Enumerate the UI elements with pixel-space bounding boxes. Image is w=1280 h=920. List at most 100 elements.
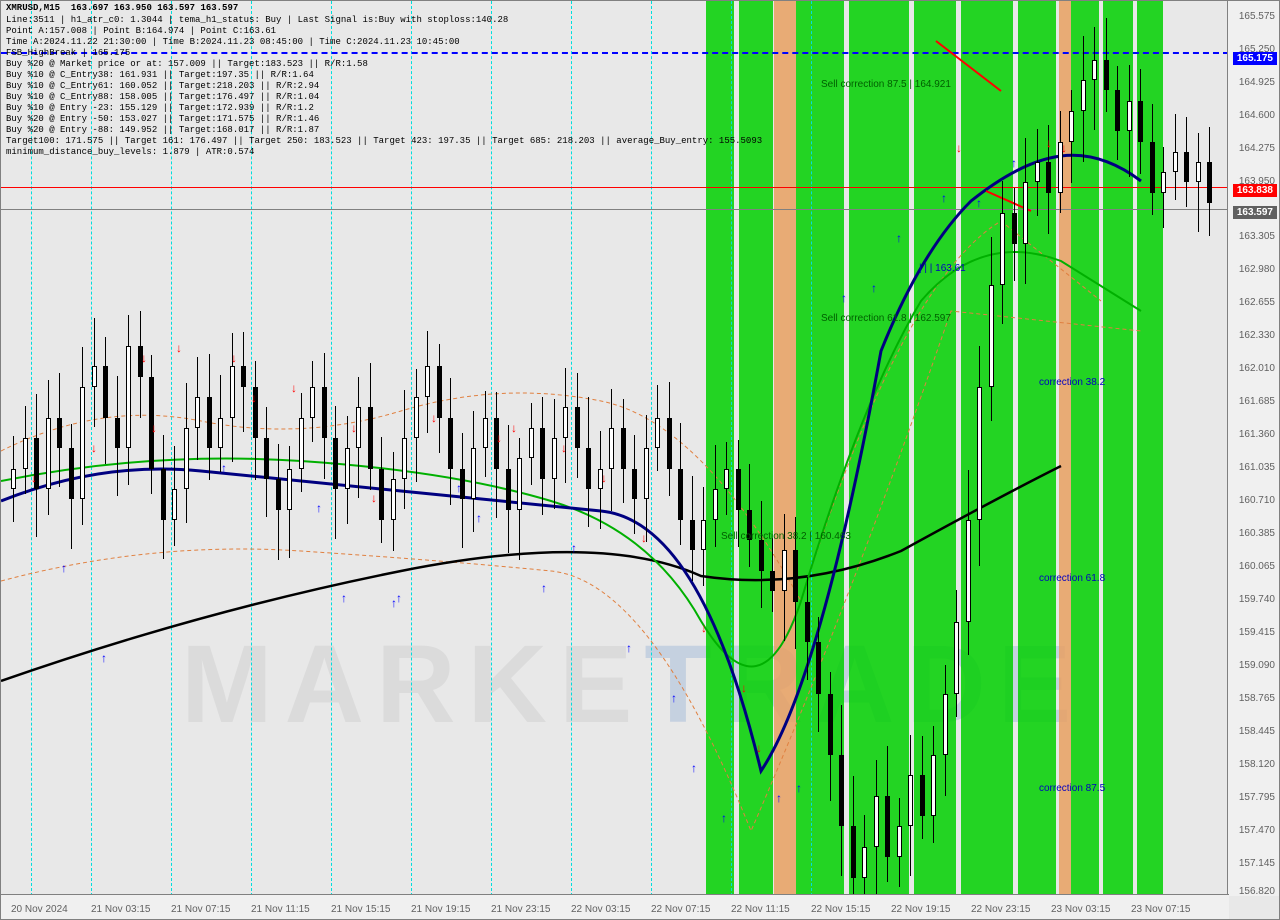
down-arrow-icon: ↓ <box>496 431 502 445</box>
info-line: Buy %10 @ C_Entry61: 160.052 || Target:2… <box>6 81 319 91</box>
red-level-line <box>1 187 1229 188</box>
up-arrow-icon: ↑ <box>316 501 322 515</box>
down-arrow-icon: ↓ <box>251 391 257 405</box>
down-arrow-icon: ↓ <box>561 441 567 455</box>
price-tick: 157.795 <box>1239 792 1275 803</box>
gray-level-line <box>1 209 1229 210</box>
up-arrow-icon: ↑ <box>101 651 107 665</box>
down-arrow-icon: ↓ <box>231 351 237 365</box>
up-arrow-icon: ↑ <box>571 541 577 555</box>
blue-dashed-level <box>1 52 1229 54</box>
price-tick: 158.445 <box>1239 726 1275 737</box>
chart-area[interactable]: MARKETRADE ↓↑↓↑↓↓↓↑↓↓↓↑↑↓↓↑↑↓↑↑↓↓↑↓↑↓↑↓↑… <box>1 1 1229 896</box>
info-line: Buy %10 @ Entry -23: 155.129 || Target:1… <box>6 103 314 113</box>
time-tick: 22 Nov 03:15 <box>571 904 631 915</box>
time-tick: 22 Nov 07:15 <box>651 904 711 915</box>
time-tick: 20 Nov 2024 <box>11 904 68 915</box>
down-arrow-icon: ↓ <box>31 471 37 485</box>
time-tick: 21 Nov 11:15 <box>251 904 310 915</box>
info-line: minimum_distance_buy_levels: 1.879 | ATR… <box>6 147 254 157</box>
price-tick: 161.360 <box>1239 429 1275 440</box>
price-tick: 162.010 <box>1239 363 1275 374</box>
down-arrow-icon: ↓ <box>741 681 747 695</box>
up-arrow-icon: ↑ <box>941 191 947 205</box>
up-arrow-icon: ↑ <box>796 781 802 795</box>
price-tick: 159.740 <box>1239 594 1275 605</box>
chart-annotation: Sell correction 38.2 | 160.463 <box>721 531 851 542</box>
time-tick: 22 Nov 19:15 <box>891 904 951 915</box>
info-line: Line:3511 | h1_atr_c0: 1.3044 | tema_h1_… <box>6 15 508 25</box>
price-tick: 163.305 <box>1239 231 1275 242</box>
chart-container: MARKETRADE ↓↑↓↑↓↓↓↑↓↓↓↑↑↓↓↑↑↓↑↑↓↓↑↓↑↓↑↓↑… <box>0 0 1280 920</box>
up-arrow-icon: ↑ <box>221 461 227 475</box>
up-arrow-icon: ↑ <box>691 761 697 775</box>
price-tick: 160.065 <box>1239 561 1275 572</box>
down-arrow-icon: ↓ <box>91 441 97 455</box>
down-arrow-icon: ↓ <box>756 741 762 755</box>
price-tick: 164.600 <box>1239 110 1275 121</box>
price-tick: 162.980 <box>1239 264 1275 275</box>
time-tick: 21 Nov 07:15 <box>171 904 231 915</box>
down-arrow-icon: ↓ <box>151 421 157 435</box>
time-tick: 23 Nov 07:15 <box>1131 904 1191 915</box>
price-tick: 161.035 <box>1239 462 1275 473</box>
time-tick: 21 Nov 19:15 <box>411 904 471 915</box>
down-arrow-icon: ↓ <box>701 621 707 635</box>
time-tick: 21 Nov 15:15 <box>331 904 391 915</box>
up-arrow-icon: ↑ <box>396 591 402 605</box>
up-arrow-icon: ↑ <box>541 581 547 595</box>
price-tick: 157.470 <box>1239 825 1275 836</box>
price-tick: 158.120 <box>1239 759 1275 770</box>
info-line: FSB_HighBreak | 165.175 <box>6 48 130 58</box>
up-arrow-icon: ↑ <box>841 291 847 305</box>
up-arrow-icon: ↑ <box>871 281 877 295</box>
price-tick: 164.925 <box>1239 77 1275 88</box>
down-arrow-icon: ↓ <box>291 381 297 395</box>
time-tick: 21 Nov 03:15 <box>91 904 151 915</box>
up-arrow-icon: ↑ <box>456 481 462 495</box>
up-arrow-icon: ↑ <box>476 511 482 525</box>
down-arrow-icon: ↓ <box>141 351 147 365</box>
time-tick: 22 Nov 15:15 <box>811 904 871 915</box>
time-tick: 22 Nov 11:15 <box>731 904 790 915</box>
chart-annotation: Sell correction 61.8 | 162.597 <box>821 313 951 324</box>
up-arrow-icon: ↑ <box>721 811 727 825</box>
info-line: Buy %20 @ Market price or at: 157.009 ||… <box>6 59 368 69</box>
down-arrow-icon: ↓ <box>1061 141 1067 155</box>
up-arrow-icon: ↑ <box>626 641 632 655</box>
chart-annotation: | | | 163.61 <box>919 263 966 274</box>
up-arrow-icon: ↑ <box>776 791 782 805</box>
info-line: Time A:2024.11.22 21:30:00 | Time B:2024… <box>6 37 460 47</box>
price-tick: 160.710 <box>1239 495 1275 506</box>
info-line: Point A:157.008 | Point B:164.974 | Poin… <box>6 26 276 36</box>
up-arrow-icon: ↑ <box>1011 156 1017 170</box>
price-tick: 159.415 <box>1239 627 1275 638</box>
chart-annotation: Sell correction 87.5 | 164.921 <box>821 79 951 90</box>
chart-annotation: correction 38.2 <box>1039 377 1105 388</box>
up-arrow-icon: ↑ <box>896 231 902 245</box>
up-arrow-icon: ↑ <box>61 561 67 575</box>
price-axis: 165.575165.250164.925164.600164.275163.9… <box>1227 1 1279 896</box>
price-tick: 161.685 <box>1239 396 1275 407</box>
up-arrow-icon: ↑ <box>341 591 347 605</box>
price-tick: 157.145 <box>1239 858 1275 869</box>
down-arrow-icon: ↓ <box>371 491 377 505</box>
up-arrow-icon: ↑ <box>671 691 677 705</box>
price-marker: 163.597 <box>1233 206 1277 219</box>
down-arrow-icon: ↓ <box>351 421 357 435</box>
down-arrow-icon: ↓ <box>176 341 182 355</box>
chart-annotation: correction 61.8 <box>1039 573 1105 584</box>
down-arrow-icon: ↓ <box>511 421 517 435</box>
price-tick: 159.090 <box>1239 660 1275 671</box>
price-tick: 164.275 <box>1239 143 1275 154</box>
info-line: Target100: 171.575 || Target 161: 176.49… <box>6 136 762 146</box>
time-tick: 22 Nov 23:15 <box>971 904 1031 915</box>
price-tick: 156.820 <box>1239 886 1275 897</box>
price-tick: 162.655 <box>1239 297 1275 308</box>
down-arrow-icon: ↓ <box>601 471 607 485</box>
time-tick: 21 Nov 23:15 <box>491 904 551 915</box>
price-tick: 165.575 <box>1239 11 1275 22</box>
symbol-label: XMRUSD,M15 163.697 163.950 163.597 163.5… <box>6 3 238 13</box>
down-arrow-icon: ↓ <box>1046 136 1052 150</box>
up-arrow-icon: ↑ <box>976 196 982 210</box>
